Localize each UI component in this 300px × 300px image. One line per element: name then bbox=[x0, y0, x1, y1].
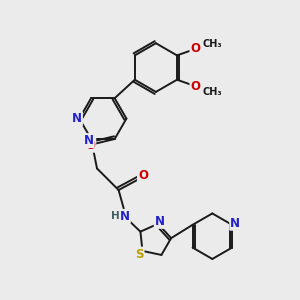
Text: O: O bbox=[138, 169, 148, 182]
Text: N: N bbox=[84, 134, 94, 147]
Text: N: N bbox=[120, 210, 130, 223]
Text: CH₃: CH₃ bbox=[202, 86, 222, 97]
Text: O: O bbox=[190, 80, 200, 93]
Text: O: O bbox=[85, 139, 95, 152]
Text: S: S bbox=[135, 248, 144, 261]
Text: N: N bbox=[230, 217, 240, 230]
Text: CH₃: CH₃ bbox=[202, 39, 222, 49]
Text: H: H bbox=[111, 211, 120, 221]
Text: N: N bbox=[72, 112, 82, 125]
Text: N: N bbox=[155, 215, 165, 228]
Text: O: O bbox=[190, 42, 200, 55]
